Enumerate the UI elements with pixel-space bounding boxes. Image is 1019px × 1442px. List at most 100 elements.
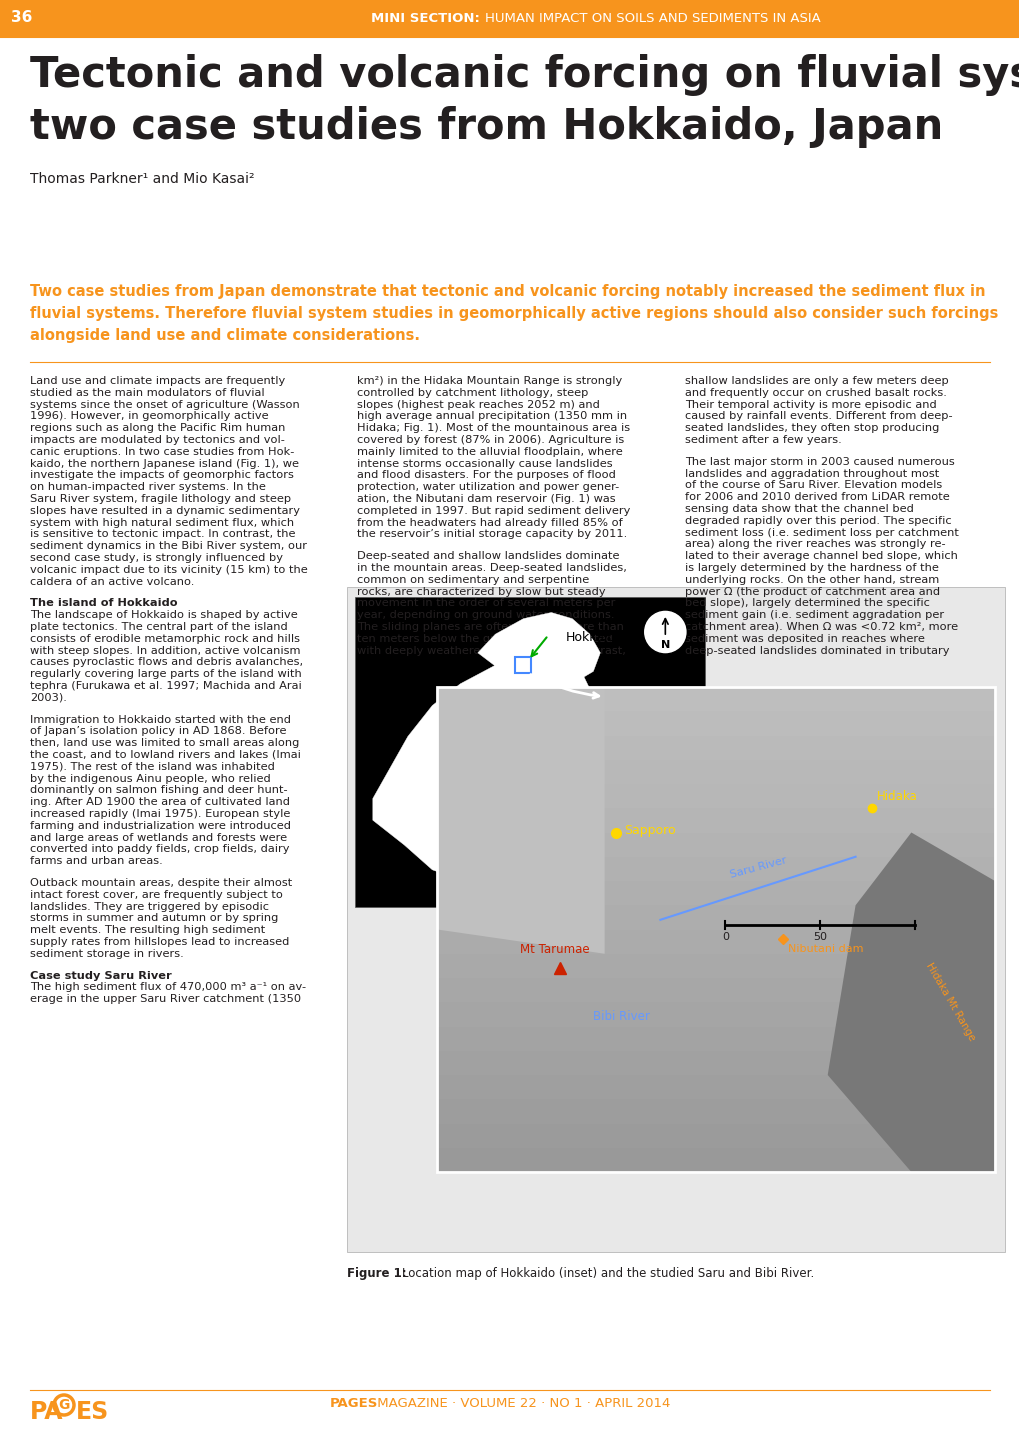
Text: sediment was deposited in reaches where: sediment was deposited in reaches where: [684, 634, 923, 643]
Text: second case study, is strongly influenced by: second case study, is strongly influence…: [30, 552, 282, 562]
Text: sediment gain (i.e. sediment aggradation per: sediment gain (i.e. sediment aggradation…: [684, 610, 943, 620]
Text: km²) in the Hidaka Mountain Range is strongly: km²) in the Hidaka Mountain Range is str…: [357, 376, 622, 386]
Text: plate tectonics. The central part of the island: plate tectonics. The central part of the…: [30, 622, 287, 632]
Text: 50: 50: [812, 932, 826, 942]
Text: deep-seated landslides dominated in tributary: deep-seated landslides dominated in trib…: [684, 646, 949, 656]
Text: ing. After AD 1900 the area of cultivated land: ing. After AD 1900 the area of cultivate…: [30, 797, 289, 808]
Text: two case studies from Hokkaido, Japan: two case studies from Hokkaido, Japan: [30, 107, 943, 149]
Text: ES: ES: [76, 1400, 109, 1425]
Text: Nibutani dam: Nibutani dam: [788, 945, 863, 955]
Text: mainly limited to the alluvial floodplain, where: mainly limited to the alluvial floodplai…: [357, 447, 623, 457]
Text: and flood disasters. For the purposes of flood: and flood disasters. For the purposes of…: [357, 470, 615, 480]
Text: studied as the main modulators of fluvial: studied as the main modulators of fluvia…: [30, 388, 264, 398]
Bar: [355, 597, 705, 907]
Polygon shape: [437, 686, 604, 953]
Text: landslides and aggradation throughout most: landslides and aggradation throughout mo…: [684, 469, 938, 479]
Bar: [437, 1148, 994, 1172]
Text: intact forest cover, are frequently subject to: intact forest cover, are frequently subj…: [30, 890, 282, 900]
Text: sensing data show that the channel bed: sensing data show that the channel bed: [684, 505, 913, 513]
Text: from the headwaters had already filled 85% of: from the headwaters had already filled 8…: [357, 518, 623, 528]
Text: high average annual precipitation (1350 mm in: high average annual precipitation (1350 …: [357, 411, 627, 421]
Text: 36: 36: [11, 10, 33, 26]
Text: and frequently occur on crushed basalt rocks.: and frequently occur on crushed basalt r…: [684, 388, 946, 398]
Text: farming and industrialization were introduced: farming and industrialization were intro…: [30, 820, 290, 831]
Text: kaido, the northern Japanese island (Fig. 1), we: kaido, the northern Japanese island (Fig…: [30, 459, 299, 469]
Bar: [437, 711, 994, 735]
Text: Saru River system, fragile lithology and steep: Saru River system, fragile lithology and…: [30, 495, 290, 505]
Text: covered by forest (87% in 2006). Agriculture is: covered by forest (87% in 2006). Agricul…: [357, 435, 624, 446]
Text: landslides. They are triggered by episodic: landslides. They are triggered by episod…: [30, 901, 269, 911]
Text: Tectonic and volcanic forcing on fluvial systems:: Tectonic and volcanic forcing on fluvial…: [30, 53, 1019, 97]
Circle shape: [643, 610, 687, 655]
Bar: [437, 930, 994, 953]
Text: The island of Hokkaido: The island of Hokkaido: [30, 598, 177, 609]
Bar: [515, 658, 531, 673]
Text: shallow landslides are only a few meters deep: shallow landslides are only a few meters…: [684, 376, 948, 386]
Text: Deep-seated and shallow landslides dominate: Deep-seated and shallow landslides domin…: [357, 551, 620, 561]
Text: is largely determined by the hardness of the: is largely determined by the hardness of…: [684, 562, 937, 572]
Text: Location map of Hokkaido (inset) and the studied Saru and Bibi River.: Location map of Hokkaido (inset) and the…: [401, 1268, 814, 1280]
Text: year, depending on ground water conditions.: year, depending on ground water conditio…: [357, 610, 614, 620]
Bar: [0, 0, 1019, 36]
Text: Outback mountain areas, despite their almost: Outback mountain areas, despite their al…: [30, 878, 292, 888]
Text: MINI SECTION:: MINI SECTION:: [371, 12, 480, 25]
Bar: [437, 953, 994, 978]
Text: The sliding planes are often located more than: The sliding planes are often located mor…: [357, 622, 624, 632]
Bar: [437, 1002, 994, 1027]
Bar: [437, 1051, 994, 1074]
Text: systems since the onset of agriculture (Wasson: systems since the onset of agriculture (…: [30, 399, 300, 410]
Text: Their temporal activity is more episodic and: Their temporal activity is more episodic…: [684, 399, 935, 410]
Text: N: N: [660, 640, 669, 650]
Text: common on sedimentary and serpentine: common on sedimentary and serpentine: [357, 575, 589, 585]
Text: underlying rocks. On the other hand, stream: underlying rocks. On the other hand, str…: [684, 575, 938, 585]
Text: for 2006 and 2010 derived from LiDAR remote: for 2006 and 2010 derived from LiDAR rem…: [684, 492, 949, 502]
Text: regularly covering large parts of the island with: regularly covering large parts of the is…: [30, 669, 302, 679]
Text: completed in 1997. But rapid sediment delivery: completed in 1997. But rapid sediment de…: [357, 506, 630, 516]
Text: of the course of Saru River. Elevation models: of the course of Saru River. Elevation m…: [684, 480, 941, 490]
Bar: [437, 1123, 994, 1148]
Text: seated landslides, they often stop producing: seated landslides, they often stop produ…: [684, 423, 938, 433]
Text: system with high natural sediment flux, which: system with high natural sediment flux, …: [30, 518, 293, 528]
Text: volcanic impact due to its vicinity (15 km) to the: volcanic impact due to its vicinity (15 …: [30, 565, 308, 575]
Text: melt events. The resulting high sediment: melt events. The resulting high sediment: [30, 926, 265, 936]
Text: caused by rainfall events. Different from deep-: caused by rainfall events. Different fro…: [684, 411, 952, 421]
Text: rocks, are characterized by slow but steady: rocks, are characterized by slow but ste…: [357, 587, 605, 597]
Bar: [437, 686, 994, 711]
Bar: [437, 1099, 994, 1123]
Text: then, land use was limited to small areas along: then, land use was limited to small area…: [30, 738, 300, 748]
Text: Hidaka; Fig. 1). Most of the mountainous area is: Hidaka; Fig. 1). Most of the mountainous…: [357, 423, 630, 433]
Text: fluvial systems. Therefore fluvial system studies in geomorphically active regio: fluvial systems. Therefore fluvial syste…: [30, 306, 998, 322]
Text: caldera of an active volcano.: caldera of an active volcano.: [30, 577, 195, 587]
Text: of Japan’s isolation policy in AD 1868. Before: of Japan’s isolation policy in AD 1868. …: [30, 727, 286, 737]
Bar: [437, 809, 994, 832]
Text: the reservoir’s initial storage capacity by 2011.: the reservoir’s initial storage capacity…: [357, 529, 627, 539]
Text: investigate the impacts of geomorphic factors: investigate the impacts of geomorphic fa…: [30, 470, 293, 480]
Bar: [437, 857, 994, 881]
Text: 100 km: 100 km: [914, 932, 956, 942]
Text: HUMAN IMPACT ON SOILS AND SEDIMENTS IN ASIA: HUMAN IMPACT ON SOILS AND SEDIMENTS IN A…: [484, 12, 820, 25]
Polygon shape: [826, 832, 994, 1172]
Text: ten meters below the ground and associated: ten meters below the ground and associat…: [357, 634, 612, 643]
Text: lated to their average channel bed slope, which: lated to their average channel bed slope…: [684, 551, 957, 561]
Text: power Ω (the product of catchment area and: power Ω (the product of catchment area a…: [684, 587, 938, 597]
Text: sediment dynamics in the Bibi River system, our: sediment dynamics in the Bibi River syst…: [30, 541, 307, 551]
Text: 1975). The rest of the island was inhabited: 1975). The rest of the island was inhabi…: [30, 761, 274, 771]
Text: sediment after a few years.: sediment after a few years.: [684, 435, 841, 446]
Bar: [437, 686, 994, 1172]
Bar: [437, 881, 994, 906]
Bar: [437, 784, 994, 809]
Text: ation, the Nibutani dam reservoir (Fig. 1) was: ation, the Nibutani dam reservoir (Fig. …: [357, 495, 615, 505]
Polygon shape: [373, 653, 593, 883]
Polygon shape: [477, 613, 600, 691]
Text: slopes have resulted in a dynamic sedimentary: slopes have resulted in a dynamic sedime…: [30, 506, 300, 516]
Text: The high sediment flux of 470,000 m³ a⁻¹ on av-: The high sediment flux of 470,000 m³ a⁻¹…: [30, 982, 306, 992]
Text: dominantly on salmon fishing and deer hunt-: dominantly on salmon fishing and deer hu…: [30, 786, 287, 796]
Text: Hokkaido: Hokkaido: [565, 630, 623, 643]
Text: degraded rapidly over this period. The specific: degraded rapidly over this period. The s…: [684, 516, 951, 526]
Text: Figure 1:: Figure 1:: [347, 1268, 407, 1280]
Text: 2003).: 2003).: [30, 692, 67, 702]
Text: Bibi River: Bibi River: [593, 1011, 650, 1024]
Text: Saru River: Saru River: [728, 855, 787, 880]
Bar: [347, 587, 1004, 1252]
Text: Sapporo: Sapporo: [624, 823, 675, 836]
